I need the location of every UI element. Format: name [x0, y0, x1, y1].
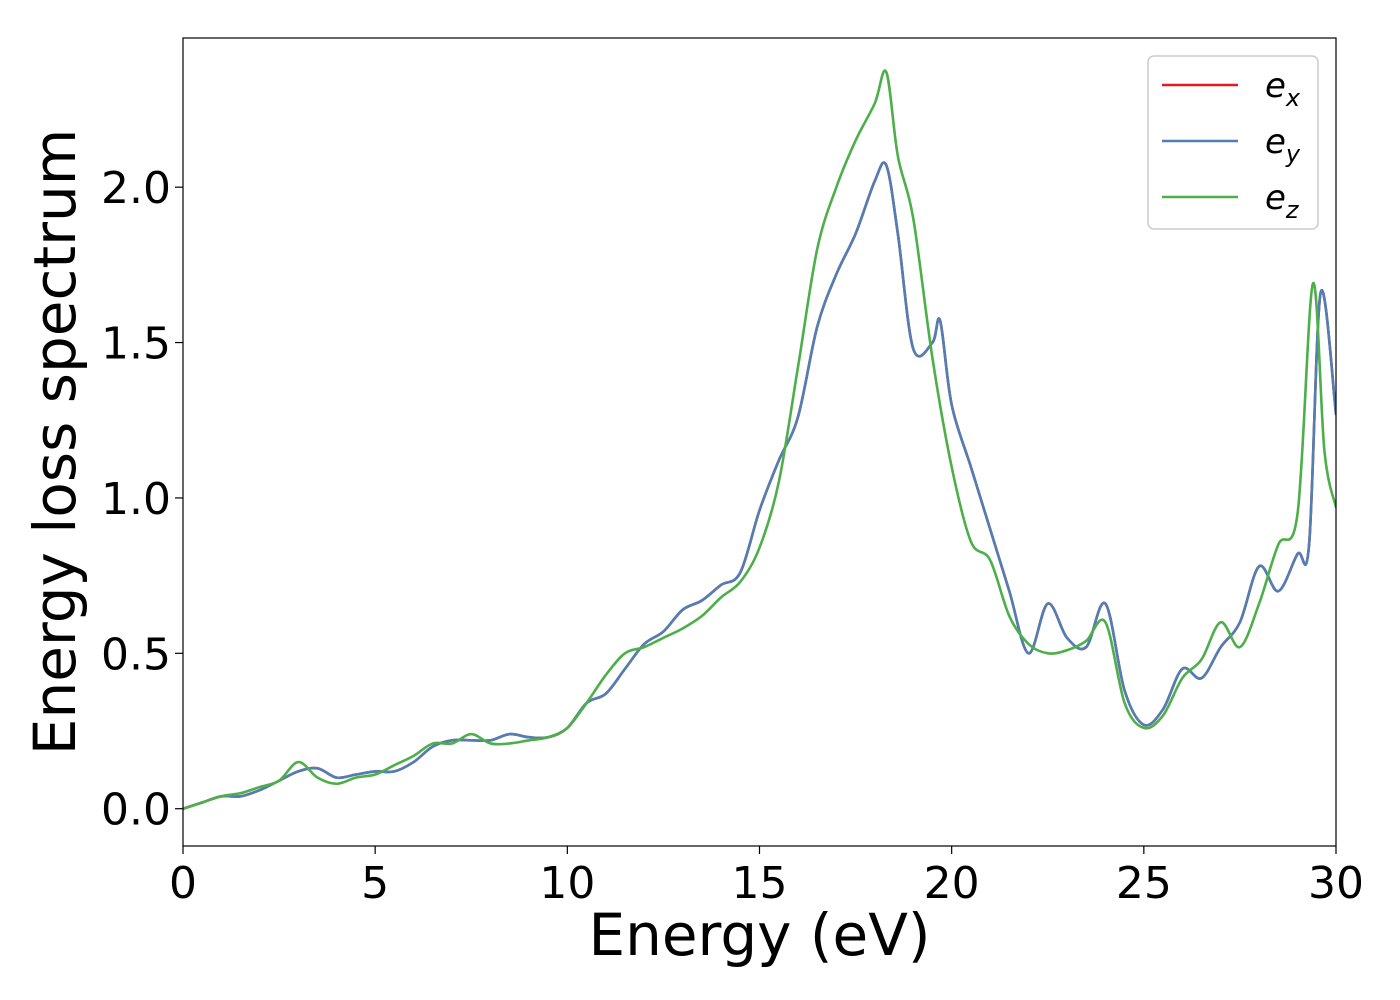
- x-tick-label: 30: [1308, 858, 1364, 909]
- series-line-e-y: [183, 161, 1336, 811]
- y-axis-ticks: 0.0 0.5 1.0 1.5 2.0: [101, 163, 183, 836]
- series-layer: [183, 69, 1336, 811]
- x-tick-label: 15: [732, 858, 788, 909]
- y-axis-label: Energy loss spectrum: [21, 129, 89, 755]
- legend-label-base: e: [1265, 178, 1286, 218]
- plot-area: [182, 37, 1337, 847]
- x-axis-ticks: 0 5 10 15 20 25 30: [169, 846, 1364, 909]
- y-tick-label: 1.5: [101, 319, 171, 370]
- legend-label-base: e: [1265, 122, 1286, 162]
- x-tick-label: 20: [924, 858, 980, 909]
- x-tick-label: 10: [539, 858, 595, 909]
- legend-box: [1147, 55, 1319, 230]
- y-tick-label: 0.5: [101, 629, 171, 680]
- legend-label-e-z: ez: [1265, 178, 1300, 224]
- y-tick-label: 2.0: [101, 163, 171, 214]
- legend-label-subscript: y: [1285, 140, 1301, 168]
- x-axis-label: Energy (eV): [588, 901, 930, 969]
- y-tick-label: 1.0: [101, 474, 171, 525]
- x-tick-label: 5: [361, 858, 389, 909]
- x-tick-label: 25: [1116, 858, 1172, 909]
- legend-label-subscript: z: [1285, 196, 1300, 224]
- legend-label-base: e: [1265, 66, 1286, 106]
- legend-label-e-x: ex: [1265, 66, 1301, 112]
- x-tick-label: 0: [169, 858, 197, 909]
- y-tick-label: 0.0: [101, 785, 171, 836]
- legend-label-e-y: ey: [1265, 122, 1301, 168]
- series-line-e-z: [183, 69, 1336, 811]
- legend-label-subscript: x: [1285, 84, 1301, 112]
